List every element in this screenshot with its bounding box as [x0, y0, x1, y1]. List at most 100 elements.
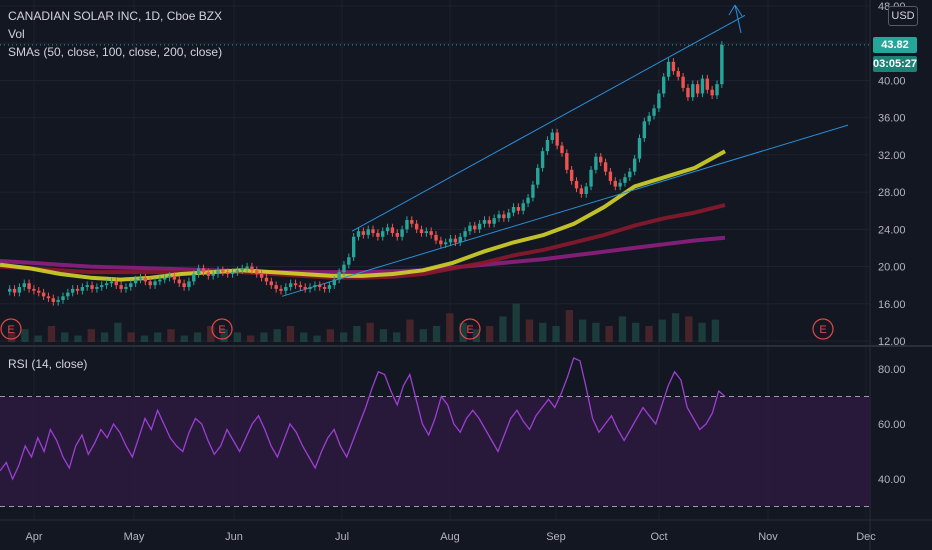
- candle-body: [322, 287, 327, 289]
- candle-body: [652, 108, 656, 116]
- volume-bar: [379, 329, 388, 342]
- volume-bar: [140, 335, 149, 342]
- candle-body: [395, 233, 399, 237]
- symbol-title[interactable]: CANADIAN SOLAR INC, 1D, Cboe BZX: [8, 9, 223, 23]
- volume-bar: [34, 335, 42, 342]
- volume-bar: [339, 332, 348, 342]
- price-tick-label: 40.00: [878, 75, 906, 87]
- volume-bar: [605, 326, 613, 342]
- earnings-marker-circle: [459, 318, 481, 340]
- candle-body: [642, 121, 647, 139]
- last-price-tag: 43.82: [873, 37, 917, 53]
- candle-body: [439, 240, 443, 245]
- candle-body: [657, 93, 661, 109]
- candle-body: [70, 288, 75, 293]
- candle-body: [235, 270, 240, 273]
- volume-bar: [658, 319, 666, 342]
- volume-bar: [260, 332, 268, 342]
- candle-body: [715, 84, 719, 96]
- price-tick-label: 32.00: [878, 150, 906, 162]
- candle-body: [371, 229, 375, 234]
- candle-body: [308, 287, 312, 289]
- candle-body: [424, 231, 429, 234]
- candle-body: [192, 274, 196, 282]
- earnings-marker-label: E: [819, 324, 826, 336]
- price-tick-label: 12.00: [878, 336, 906, 348]
- candle-body: [637, 138, 642, 159]
- time-axis-label: Sep: [546, 531, 566, 543]
- volume-bar: [8, 332, 16, 342]
- volume-bar: [539, 322, 547, 342]
- candle-body: [540, 151, 545, 168]
- volume-bar: [154, 332, 162, 342]
- volume-bar: [393, 332, 401, 342]
- candle-body: [560, 145, 564, 154]
- candle-body: [129, 283, 133, 288]
- candle-body: [27, 283, 31, 289]
- volume-bar: [711, 319, 720, 342]
- volume-bar: [512, 303, 520, 342]
- volume-legend[interactable]: Vol: [8, 27, 25, 41]
- candle-body: [90, 285, 94, 289]
- candle-body: [109, 281, 114, 284]
- volume-bar: [47, 326, 56, 342]
- sma-legend[interactable]: SMAs (50, close, 100, close, 200, close): [8, 45, 223, 59]
- candle-body: [695, 84, 700, 94]
- candle-body: [506, 212, 511, 219]
- candle-body: [318, 285, 322, 288]
- candle-body: [158, 279, 162, 282]
- candle-body: [473, 225, 477, 230]
- candle-body: [124, 287, 128, 289]
- candle-body: [569, 169, 574, 181]
- volume-bar: [247, 335, 255, 342]
- candle-body: [477, 223, 482, 230]
- volume-bar: [472, 329, 481, 342]
- candle-body: [327, 285, 332, 289]
- volume-bar: [353, 326, 361, 342]
- time-axis-label: Oct: [650, 531, 667, 543]
- volume-bar: [127, 332, 135, 342]
- candle-body: [511, 207, 516, 213]
- candle-body: [410, 220, 414, 224]
- candle-body: [288, 283, 293, 288]
- candle-body: [250, 266, 254, 271]
- candle-body: [531, 184, 535, 198]
- candle-body: [347, 257, 351, 265]
- candle-body: [114, 281, 118, 286]
- candle-body: [361, 231, 366, 235]
- currency-badge[interactable]: USD: [888, 6, 918, 26]
- candle-body: [332, 279, 336, 286]
- candle-body: [182, 283, 186, 288]
- candle-body: [293, 283, 298, 286]
- candle-body: [434, 234, 438, 241]
- candle-body: [351, 236, 356, 258]
- candle-body: [376, 233, 380, 237]
- candle-body: [574, 180, 579, 189]
- candle-body: [405, 220, 409, 230]
- candle-body: [211, 274, 215, 276]
- candle-body: [521, 203, 525, 211]
- earnings-marker-circle: [812, 318, 834, 340]
- rsi-legend[interactable]: RSI (14, close): [8, 357, 88, 371]
- price-tick-label: 24.00: [878, 224, 906, 236]
- candle-body: [226, 272, 230, 274]
- candle-body: [196, 268, 201, 274]
- earnings-marker-circle: [0, 318, 22, 340]
- candle-body: [337, 272, 341, 280]
- candle-body: [255, 270, 259, 274]
- candlesticks: [8, 41, 724, 306]
- time-axis-label: Aug: [440, 531, 460, 543]
- candle-body: [12, 288, 17, 293]
- candle-body: [419, 229, 424, 234]
- candle-body: [671, 61, 676, 72]
- candle-body: [37, 290, 41, 293]
- candle-body: [274, 285, 278, 289]
- candle-body: [705, 78, 710, 90]
- candle-body: [666, 61, 671, 77]
- volume-bar: [459, 322, 467, 342]
- candle-body: [264, 277, 269, 282]
- candle-body: [187, 281, 191, 288]
- price-tick-label: 20.00: [878, 262, 906, 274]
